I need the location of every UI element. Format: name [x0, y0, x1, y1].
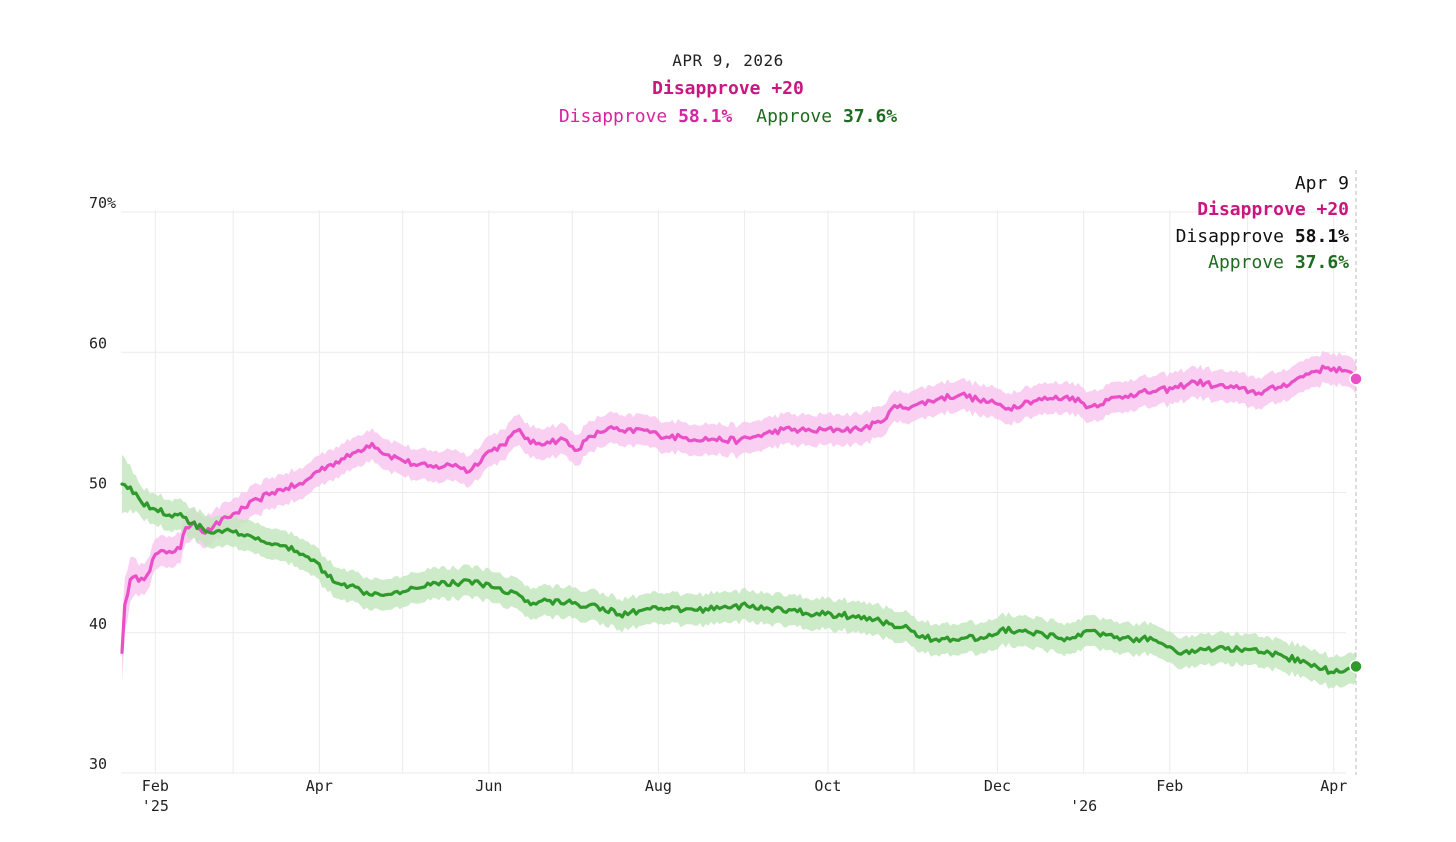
- header-date: APR 9, 2026: [672, 51, 784, 70]
- x-tick-label-2025-06-01: Jun: [475, 777, 502, 795]
- header-values: Disapprove 58.1% Approve 37.6%: [0, 106, 1456, 127]
- tooltip-disapprove-label: Disapprove: [1175, 226, 1284, 247]
- approve-line: [120, 482, 1358, 675]
- approve-band: [122, 454, 1356, 689]
- disapprove-band: [122, 350, 1356, 682]
- approve-end-dot: [1349, 659, 1363, 674]
- x-tick-label-2025-02-01: Feb: [142, 777, 169, 795]
- x-tick-label-2025-12-01: Dec: [984, 777, 1011, 795]
- header-approve-label: Approve: [756, 106, 833, 127]
- header-disapprove: Disapprove 58.1%: [559, 106, 732, 127]
- x-tick-label-2025-08-01: Aug: [645, 777, 672, 795]
- disapprove-line: [120, 364, 1358, 654]
- y-tick-label-50: 50: [89, 475, 107, 493]
- x-tick-label-2025-04-01: Apr: [306, 777, 333, 795]
- tooltip-approve: Approve 37.6%: [1208, 252, 1349, 273]
- dot-layer: [1349, 372, 1363, 674]
- disapprove-end-dot: [1349, 372, 1363, 386]
- x-tick-label-2026-02-01: Feb: [1156, 777, 1183, 795]
- tooltip-approve-label: Approve: [1208, 252, 1284, 273]
- tooltip-disapprove-value: 58.1%: [1294, 226, 1349, 247]
- x-year-label-2026-01-01: '26: [1070, 797, 1097, 815]
- x-year-label-2025-02-01: '25: [142, 797, 169, 815]
- tooltip-disapprove: Disapprove 58.1%: [1176, 226, 1349, 247]
- x-tick-label-2025-10-01: Oct: [814, 777, 841, 795]
- y-tick-label-60: 60: [89, 334, 107, 352]
- header-disapprove-value: 58.1%: [678, 106, 733, 127]
- header-disapprove-label: Disapprove: [558, 106, 668, 127]
- header-approve: Approve 37.6%: [756, 106, 897, 127]
- line-layer: [120, 364, 1358, 675]
- x-tick-label-2026-04-01: Apr: [1320, 777, 1347, 795]
- header-approve-value: 37.6%: [842, 106, 898, 127]
- y-tick-label-70: 70%: [89, 194, 116, 212]
- band-layer: [122, 350, 1356, 689]
- tooltip-net-label: Disapprove +20: [1197, 199, 1349, 220]
- header-net-label: Disapprove +20: [652, 78, 804, 99]
- y-tick-label-40: 40: [89, 615, 107, 633]
- tooltip-date: Apr 9: [1294, 173, 1349, 194]
- tooltip-approve-value: 37.6%: [1294, 252, 1349, 273]
- y-tick-label-30: 30: [89, 755, 107, 773]
- axis-layer: 70% 60 50 40 30 Feb '25 Apr Jun Aug Oct Dec '26 Feb Ap…: [89, 194, 1347, 815]
